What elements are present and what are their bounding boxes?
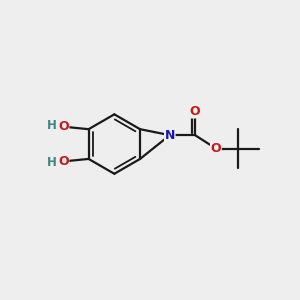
Text: H: H bbox=[47, 156, 57, 169]
Text: O: O bbox=[58, 155, 69, 168]
Text: H: H bbox=[47, 119, 57, 132]
Text: O: O bbox=[58, 120, 69, 133]
Text: N: N bbox=[165, 129, 175, 142]
Text: O: O bbox=[211, 142, 221, 155]
Text: O: O bbox=[190, 105, 200, 118]
